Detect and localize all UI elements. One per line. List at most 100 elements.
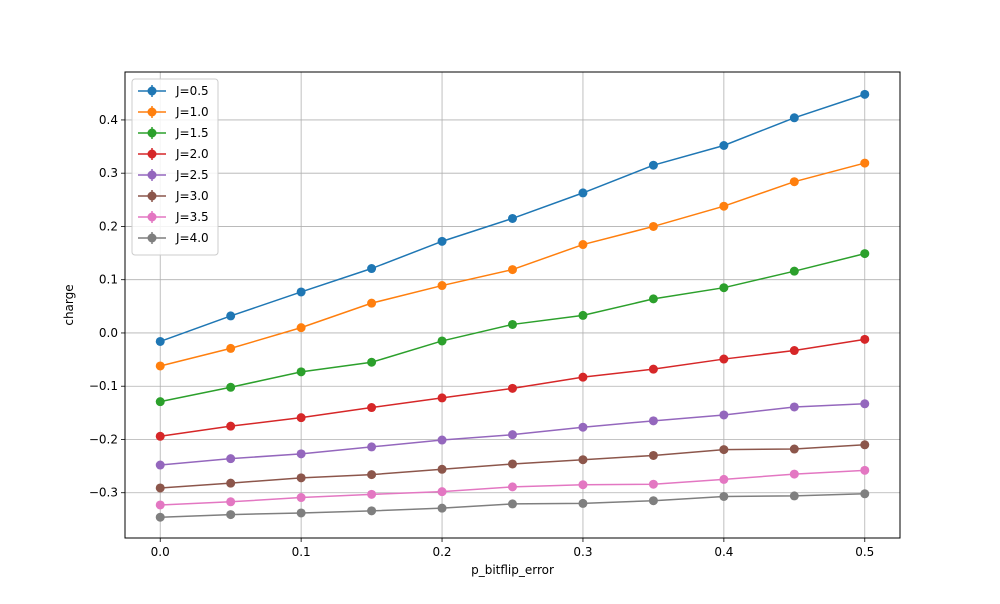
data-point xyxy=(437,236,447,246)
data-point xyxy=(648,496,658,506)
legend-item: J=1.0 xyxy=(138,105,209,119)
data-point xyxy=(578,310,588,320)
series-5 xyxy=(155,399,870,470)
data-point xyxy=(296,473,306,483)
legend-item: J=4.0 xyxy=(138,231,209,245)
grid-lines xyxy=(125,72,900,538)
data-point xyxy=(789,444,799,454)
data-point xyxy=(789,402,799,412)
data-point xyxy=(508,482,517,492)
data-point xyxy=(578,480,588,490)
series-3 xyxy=(155,249,870,407)
data-point xyxy=(226,421,236,431)
y-tick-label: −0.2 xyxy=(89,432,118,446)
x-tick-label: 0.1 xyxy=(292,545,311,559)
legend-label: J=2.5 xyxy=(175,168,209,182)
data-point xyxy=(648,450,658,460)
data-point xyxy=(296,287,306,297)
data-point xyxy=(860,465,870,475)
series-4 xyxy=(155,334,870,441)
legend-label: J=3.5 xyxy=(175,210,209,224)
data-point xyxy=(508,459,517,469)
data-point xyxy=(578,498,588,508)
legend-marker xyxy=(147,107,157,117)
legend: J=0.5 J=1.0 J=1.5 J=2.0 J=2.5 J=3.0 J=3.5 J=4.0 xyxy=(131,78,219,256)
data-point xyxy=(155,361,165,371)
series-6 xyxy=(155,440,870,493)
data-point xyxy=(860,249,870,259)
data-point xyxy=(296,493,306,503)
x-tick-label: 0.5 xyxy=(855,545,874,559)
legend-box xyxy=(131,78,219,256)
data-point xyxy=(296,449,306,459)
data-point xyxy=(789,346,799,356)
data-point xyxy=(860,89,870,99)
data-point xyxy=(789,469,799,479)
data-point xyxy=(367,506,377,516)
data-point xyxy=(226,497,236,507)
y-tick-label: 0.4 xyxy=(99,113,118,127)
data-point xyxy=(296,367,306,377)
y-tick-label: 0.2 xyxy=(99,219,118,233)
data-point xyxy=(296,413,306,423)
legend-marker xyxy=(147,149,157,159)
legend-marker xyxy=(147,212,157,222)
data-point xyxy=(367,264,377,274)
data-point xyxy=(437,435,447,445)
data-point xyxy=(578,188,588,198)
y-tick-label: 0.3 xyxy=(99,166,118,180)
data-point xyxy=(367,489,377,499)
legend-marker xyxy=(147,170,157,180)
data-point xyxy=(719,201,729,211)
data-point xyxy=(648,160,658,170)
data-point xyxy=(155,431,165,441)
x-tick-label: 0.0 xyxy=(151,545,170,559)
data-point xyxy=(508,319,517,329)
legend-item: J=3.0 xyxy=(138,189,209,203)
data-point xyxy=(719,140,729,150)
x-tick-label: 0.3 xyxy=(573,545,592,559)
legend-label: J=1.5 xyxy=(175,126,209,140)
data-point xyxy=(719,354,729,364)
y-axis-label: charge xyxy=(62,284,76,325)
data-point xyxy=(860,334,870,344)
data-point xyxy=(789,266,799,276)
data-point xyxy=(508,265,517,275)
data-point xyxy=(508,213,517,223)
data-point xyxy=(648,294,658,304)
legend-marker xyxy=(147,233,157,243)
data-point xyxy=(648,364,658,374)
data-point xyxy=(719,491,729,501)
data-point xyxy=(860,399,870,409)
data-point xyxy=(155,460,165,470)
data-point xyxy=(155,397,165,407)
y-tick-label: 0.1 xyxy=(99,273,118,287)
data-point xyxy=(437,503,447,513)
data-point xyxy=(578,372,588,382)
data-point xyxy=(367,298,377,308)
y-tick-label: −0.1 xyxy=(89,379,118,393)
data-point xyxy=(860,489,870,499)
series-1 xyxy=(155,89,870,346)
data-point xyxy=(367,470,377,480)
y-tick-label: −0.3 xyxy=(89,486,118,500)
legend-marker xyxy=(147,128,157,138)
data-point xyxy=(296,508,306,518)
data-point xyxy=(719,445,729,455)
data-point xyxy=(789,113,799,123)
x-axis-label: p_bitflip_error xyxy=(471,563,554,577)
data-point xyxy=(578,422,588,432)
data-point xyxy=(437,281,447,291)
series-8 xyxy=(155,489,870,522)
data-point xyxy=(226,343,236,353)
legend-label: J=1.0 xyxy=(175,105,209,119)
legend-label: J=2.0 xyxy=(175,147,209,161)
data-point xyxy=(226,454,236,464)
data-point xyxy=(226,510,236,520)
y-ticks: −0.3 −0.2 −0.1 0.0 0.1 0.2 0.3 0.4 xyxy=(89,113,125,500)
data-point xyxy=(578,240,588,250)
data-point xyxy=(155,483,165,493)
legend-label: J=0.5 xyxy=(175,84,209,98)
plot-frame xyxy=(124,71,901,539)
